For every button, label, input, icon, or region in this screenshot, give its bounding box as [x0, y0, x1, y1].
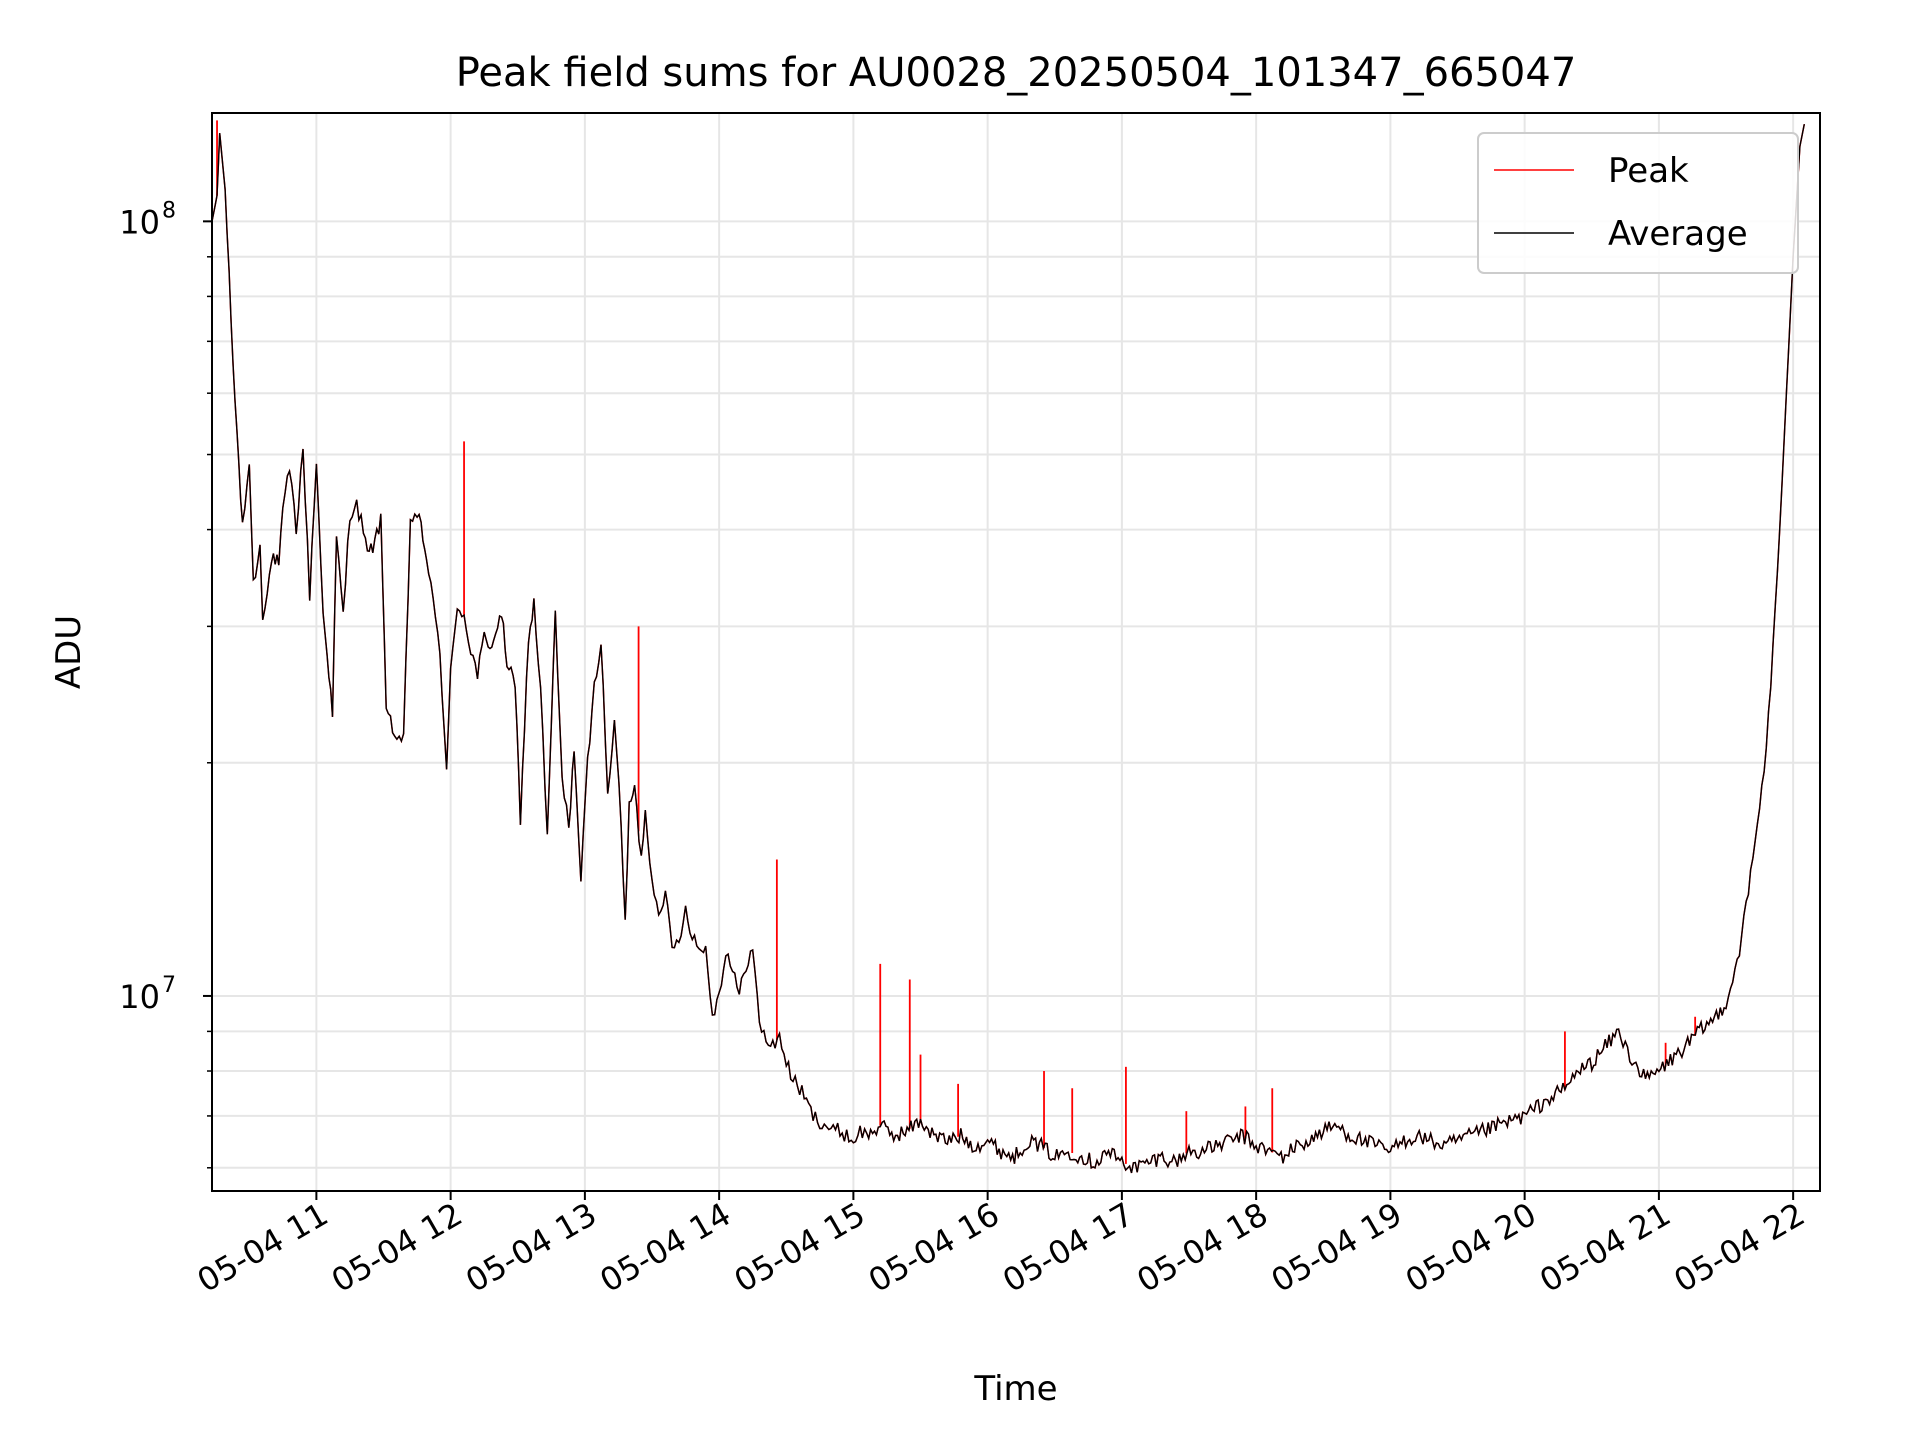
axes-frame [211, 112, 1821, 1192]
x-axis-label: Time [973, 1369, 1057, 1409]
chart-title: Peak field sums for AU0028_20250504_1013… [456, 50, 1577, 96]
legend-peak-label: Peak [1608, 151, 1689, 191]
legend-frame [1477, 132, 1799, 274]
legend: Peak Average [1477, 132, 1799, 274]
y-tick-exponent: 7 [162, 973, 176, 998]
y-tick-exponent: 8 [162, 198, 176, 223]
y-axis-label: ADU [49, 615, 89, 689]
y-tick-label: 10 [119, 978, 160, 1016]
legend-average-label: Average [1608, 214, 1748, 254]
grid-lines [212, 113, 1820, 1191]
y-tick-label: 10 [119, 203, 160, 241]
plot-area [211, 120, 1806, 1174]
average-series-line [211, 123, 1805, 1174]
